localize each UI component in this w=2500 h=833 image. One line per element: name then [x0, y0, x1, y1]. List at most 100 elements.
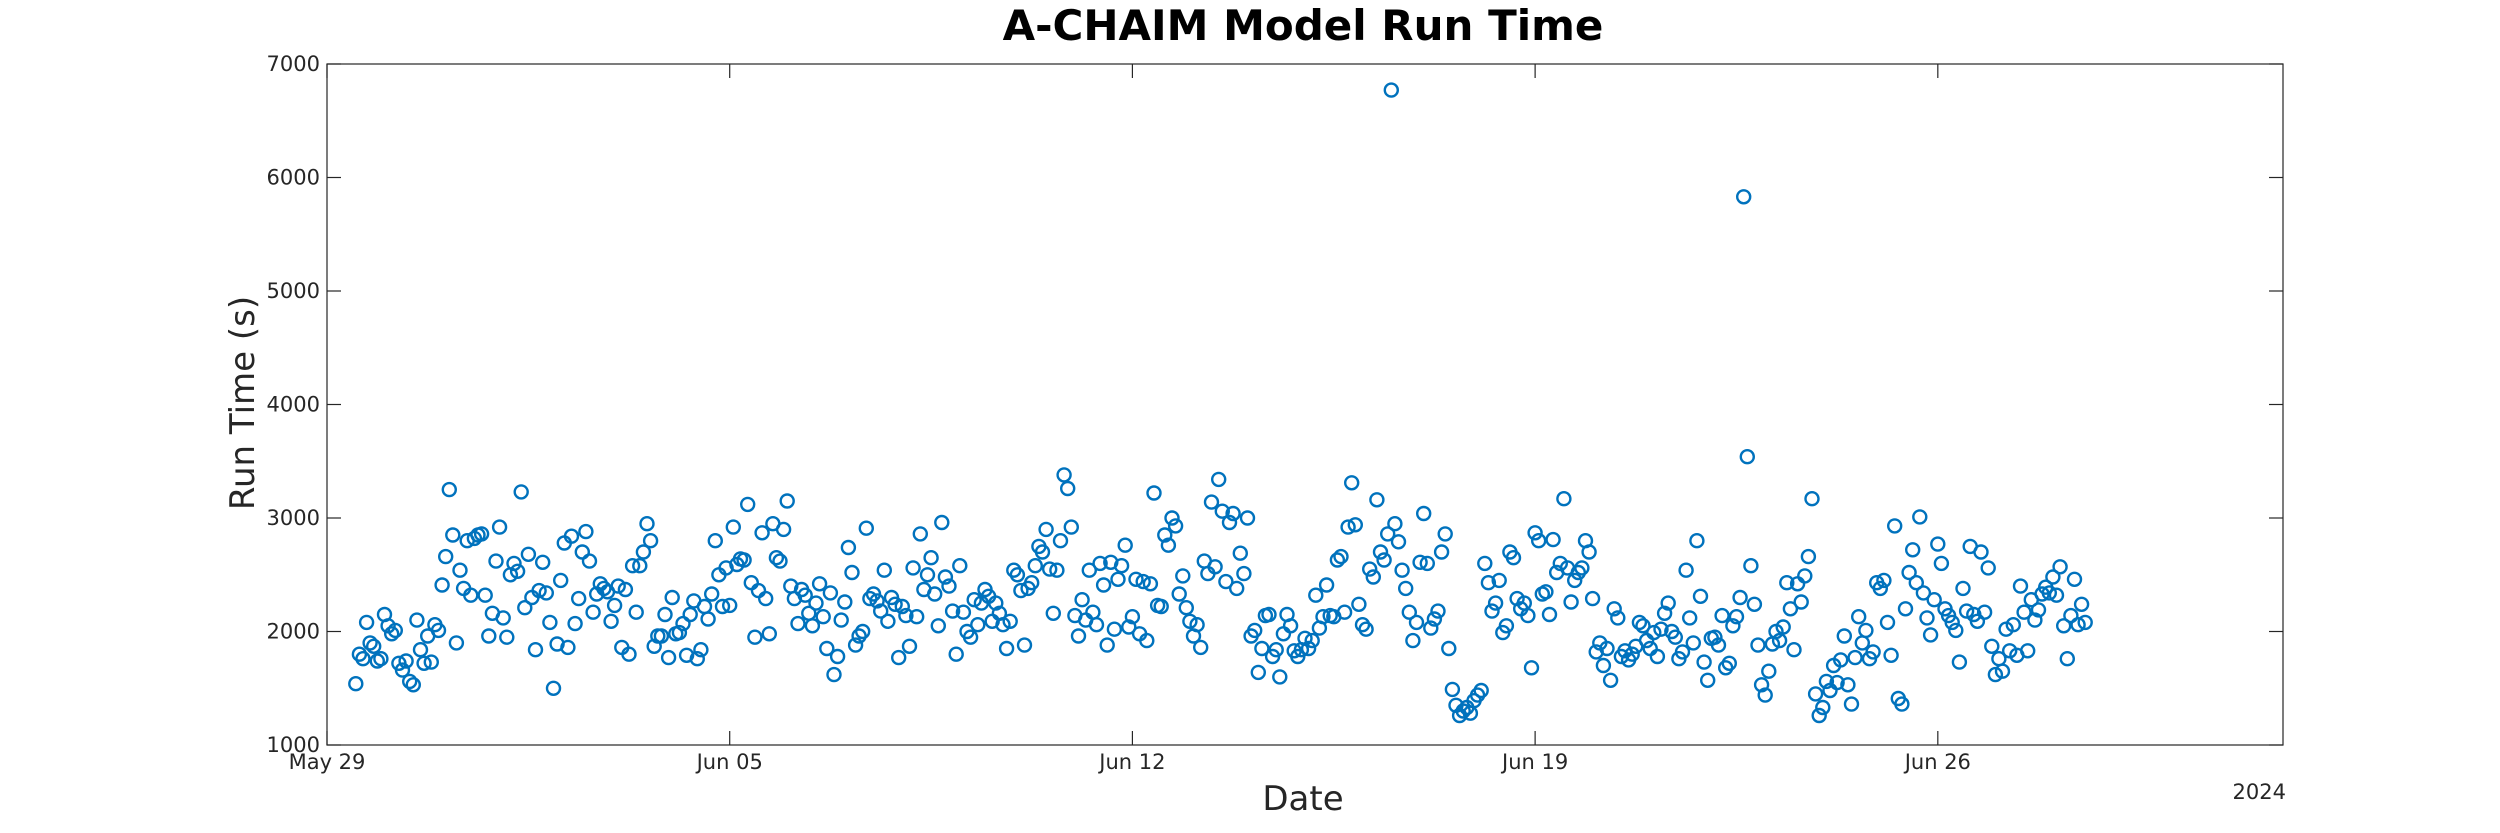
- data-point: [509, 563, 526, 579]
- data-point: [520, 546, 537, 562]
- data-point: [797, 587, 813, 603]
- data-point: [384, 626, 400, 642]
- data-point: [725, 519, 741, 535]
- data-point: [995, 617, 1011, 633]
- data-point: [1980, 560, 1996, 576]
- data-point: [1365, 569, 1382, 585]
- data-point: [1383, 82, 1400, 98]
- data-point: [2016, 604, 2032, 620]
- data-point: [1250, 664, 1267, 681]
- x-axis-year-label: 2024: [2233, 780, 2286, 804]
- data-point: [1394, 562, 1410, 578]
- data-point: [1189, 617, 1205, 633]
- data-point: [1041, 561, 1058, 577]
- data-point: [840, 539, 857, 556]
- data-point: [603, 613, 619, 629]
- data-point: [596, 580, 612, 597]
- data-point: [1426, 611, 1443, 627]
- data-point: [822, 585, 839, 601]
- data-point: [941, 578, 957, 594]
- data-point: [1602, 672, 1619, 688]
- data-point: [1660, 595, 1676, 611]
- data-point: [1477, 555, 1493, 572]
- data-point: [693, 642, 709, 658]
- data-point: [988, 595, 1004, 611]
- data-point: [1800, 548, 1817, 565]
- data-point: [1818, 673, 1835, 690]
- y-tick-label: 4000: [267, 393, 320, 417]
- data-point: [1117, 537, 1133, 553]
- data-point: [1944, 614, 1960, 631]
- data-point: [815, 609, 831, 625]
- data-point: [758, 590, 774, 607]
- data-point: [1261, 606, 1277, 623]
- data-point: [1926, 592, 1942, 608]
- data-point: [722, 597, 738, 614]
- data-point: [1423, 620, 1439, 636]
- data-point: [448, 635, 465, 651]
- data-point: [1297, 630, 1313, 646]
- data-point: [373, 651, 389, 667]
- data-point: [1714, 607, 1730, 624]
- data-point: [1930, 536, 1946, 552]
- data-point: [761, 626, 777, 642]
- data-point: [402, 673, 418, 690]
- data-point: [700, 611, 716, 627]
- data-point: [1491, 572, 1507, 589]
- data-point: [1268, 642, 1284, 658]
- data-point: [1232, 545, 1249, 561]
- data-point: [366, 638, 382, 654]
- data-point: [1023, 575, 1040, 591]
- data-point: [837, 594, 853, 610]
- data-point: [1674, 644, 1691, 660]
- data-point: [481, 628, 497, 644]
- data-point: [2052, 559, 2068, 575]
- data-point: [1610, 610, 1626, 626]
- data-point: [606, 597, 623, 614]
- data-point: [1013, 582, 1029, 599]
- data-point: [1725, 618, 1741, 634]
- data-point: [1372, 544, 1389, 560]
- y-axis-ticks: 1000 2000 3000 4000 5000 6000 7000: [267, 52, 2283, 757]
- data-point: [1049, 562, 1065, 578]
- data-point: [409, 612, 425, 628]
- data-point: [441, 481, 457, 498]
- data-point: [1728, 609, 1745, 625]
- data-point: [1649, 648, 1666, 665]
- data-point: [858, 520, 874, 536]
- data-point: [1530, 533, 1547, 549]
- data-point: [704, 586, 720, 602]
- data-point: [1775, 619, 1791, 635]
- data-point: [1574, 560, 1590, 576]
- y-tick-label: 5000: [267, 279, 320, 303]
- data-point: [1689, 533, 1705, 549]
- data-point: [689, 651, 705, 667]
- data-point: [1419, 555, 1436, 572]
- data-point: [876, 562, 892, 578]
- data-point: [887, 596, 903, 612]
- data-point: [1919, 610, 1935, 626]
- y-tick-label: 3000: [267, 506, 320, 530]
- data-point: [1160, 537, 1177, 553]
- data-point: [1153, 598, 1169, 615]
- data-point: [1455, 703, 1471, 719]
- data-point: [1081, 562, 1098, 578]
- data-point: [1045, 605, 1062, 621]
- data-point: [1210, 471, 1227, 488]
- data-point: [1430, 603, 1446, 619]
- data-point: [1631, 614, 1648, 631]
- data-point: [1135, 573, 1151, 590]
- data-point: [1912, 509, 1928, 525]
- data-point: [1685, 635, 1702, 651]
- data-point: [1207, 559, 1223, 575]
- data-point: [2030, 602, 2047, 618]
- data-point: [927, 586, 943, 602]
- data-point: [829, 648, 846, 665]
- data-point: [1566, 572, 1583, 589]
- data-point: [488, 553, 504, 569]
- data-point: [394, 662, 411, 678]
- y-axis-label: Run Time (s): [223, 296, 263, 510]
- data-point: [1347, 517, 1364, 533]
- data-point: [1340, 519, 1356, 535]
- data-point: [1121, 619, 1137, 635]
